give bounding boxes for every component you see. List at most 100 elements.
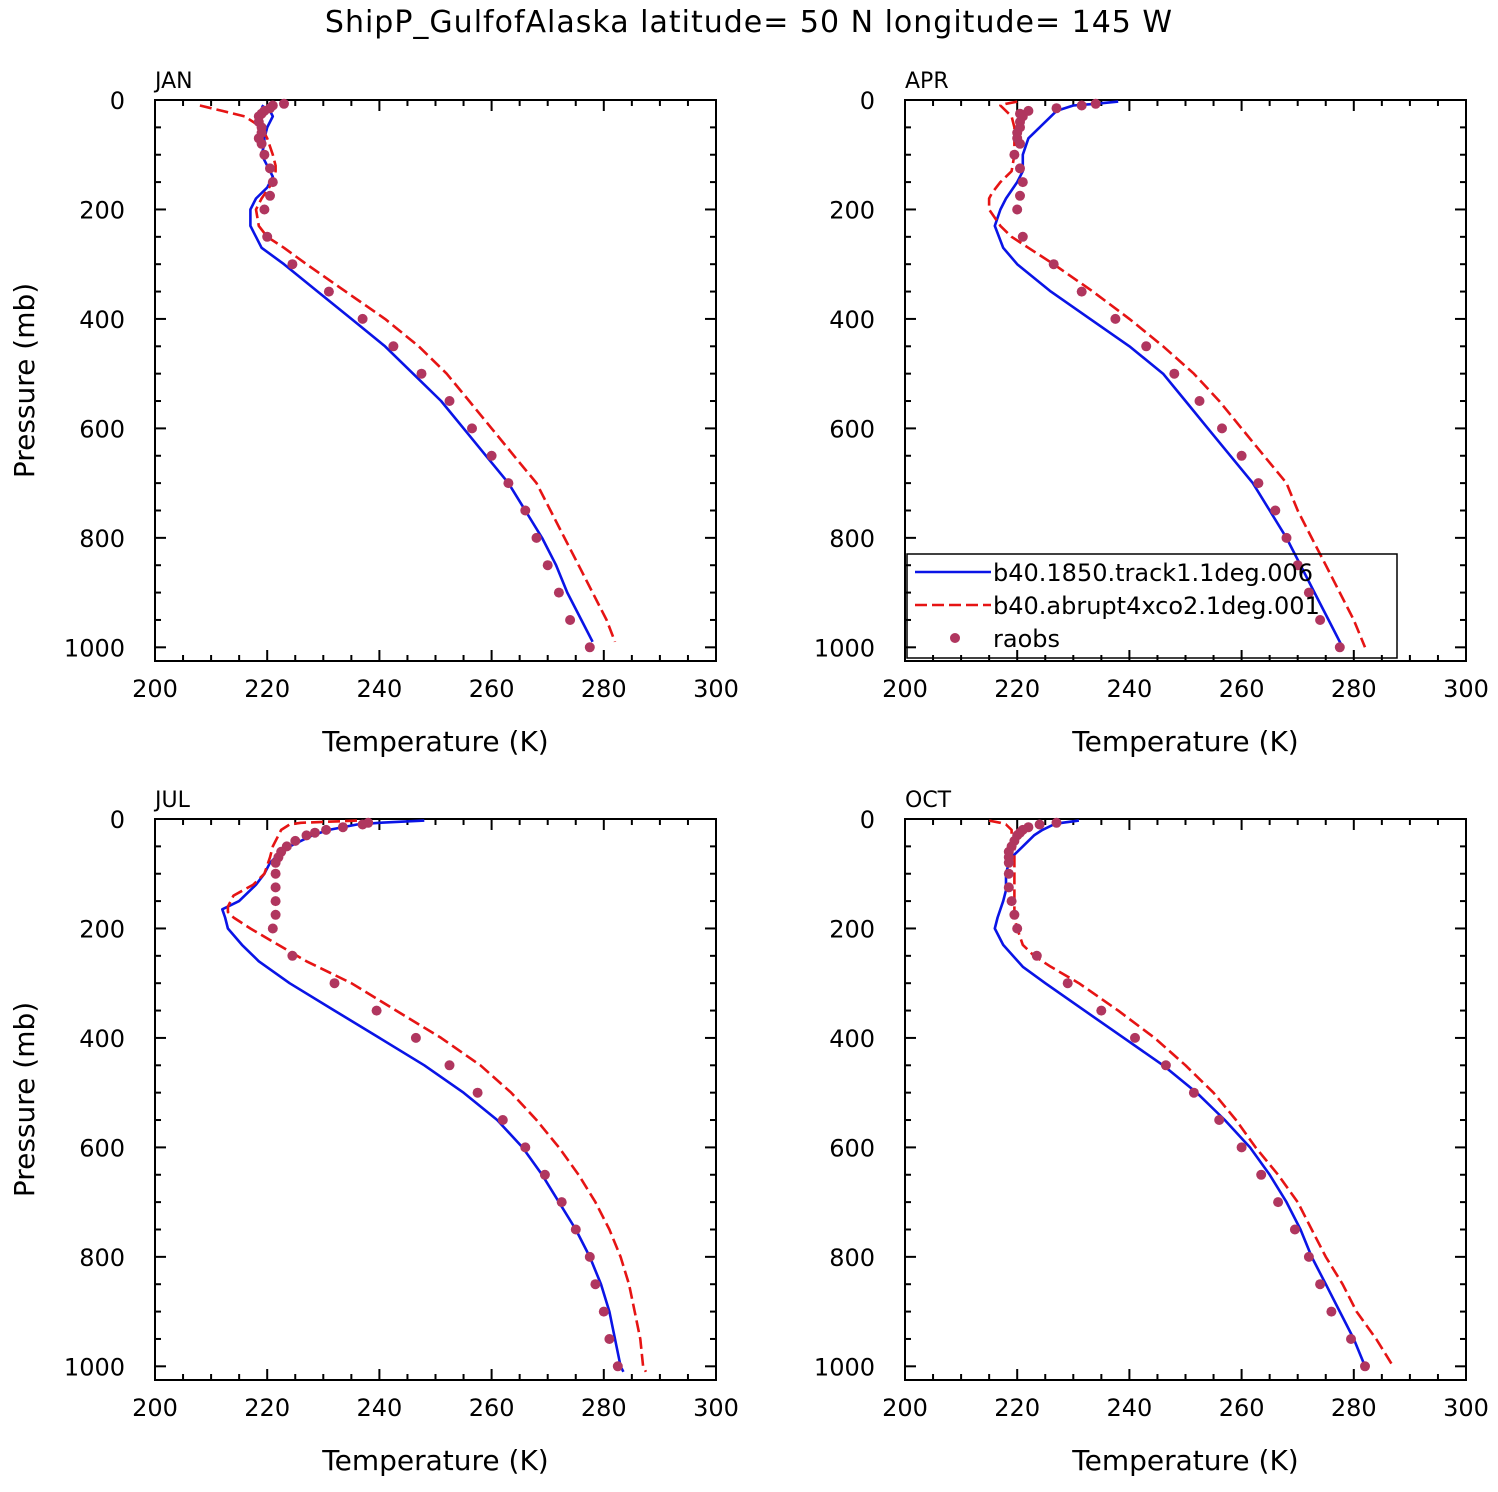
- raob-point-oct: [1051, 817, 1062, 828]
- y-tick-label: 1000: [814, 634, 875, 662]
- raob-point-apr: [1303, 587, 1314, 598]
- raob-point-apr: [1141, 341, 1152, 352]
- x-axis-label-apr: Temperature (K): [1071, 725, 1298, 758]
- x-tick-label: 260: [469, 675, 515, 703]
- raob-point-jul: [270, 896, 281, 907]
- y-axis-label-jan: Pressure (mb): [8, 283, 41, 478]
- x-tick-label: 220: [244, 675, 290, 703]
- raob-point-jul: [598, 1306, 609, 1317]
- raob-point-jul: [612, 1361, 623, 1372]
- y-tick-label: 800: [79, 1244, 125, 1272]
- raob-point-jul: [301, 830, 312, 841]
- y-tick-label: 200: [79, 196, 125, 224]
- raob-point-jan: [265, 190, 275, 201]
- y-tick-label: 1000: [814, 1353, 875, 1381]
- abrupt4xco2-line-jan: [199, 104, 617, 643]
- x-tick-label: 260: [1219, 675, 1265, 703]
- raob-point-apr: [1015, 190, 1025, 201]
- raob-point-oct: [1214, 1115, 1225, 1125]
- x-tick-label: 240: [1106, 1394, 1152, 1422]
- raob-point-jul: [444, 1060, 455, 1071]
- raob-point-oct: [1003, 857, 1014, 868]
- y-tick-label: 1000: [64, 1353, 125, 1381]
- legend: b40.1850.track1.1deg.006 b40.abrupt4xco2.…: [906, 553, 1398, 659]
- x-tick-label: 260: [1219, 1394, 1265, 1422]
- raob-point-oct: [1003, 882, 1014, 893]
- raob-point-jul: [539, 1169, 550, 1180]
- y-tick-label: 600: [829, 415, 875, 443]
- raob-point-oct: [1315, 1279, 1326, 1290]
- x-tick-label: 280: [581, 675, 627, 703]
- x-tick-label: 300: [1443, 1394, 1489, 1422]
- x-tick-label: 300: [693, 1394, 739, 1422]
- figure-title: ShipP_GulfofAlaska latitude= 50 N longit…: [325, 5, 1173, 40]
- raob-point-apr: [1110, 313, 1121, 324]
- y-axis-label-jul: Pressure (mb): [8, 1002, 41, 1197]
- raob-point-oct: [1031, 950, 1042, 961]
- y-tick-label: 600: [829, 1134, 875, 1162]
- x-tick-label: 220: [994, 1394, 1040, 1422]
- raob-point-apr: [1194, 396, 1205, 406]
- raob-point-jan: [262, 231, 273, 242]
- panel-oct: OCT 200 220 240 260 280 300 0 200 400 600 800 1000 Te…: [814, 788, 1489, 1477]
- raob-point-oct: [1326, 1306, 1337, 1317]
- x-axis-label-oct: Temperature (K): [1071, 1444, 1298, 1477]
- panel-label-jul: JUL: [153, 788, 191, 813]
- raob-point-apr: [1017, 231, 1028, 242]
- raob-point-oct: [1346, 1334, 1356, 1344]
- raob-point-jul: [287, 950, 298, 961]
- y-tick-label: 600: [79, 415, 125, 443]
- y-tick-label: 0: [110, 87, 125, 115]
- raob-point-oct: [1096, 1005, 1107, 1016]
- raob-point-apr: [1009, 149, 1020, 160]
- x-tick-label: 280: [1331, 675, 1377, 703]
- raob-point-jan: [444, 396, 455, 406]
- x-tick-label: 220: [994, 675, 1040, 703]
- y-tick-label: 800: [829, 1244, 875, 1272]
- x-tick-label: 200: [132, 675, 178, 703]
- x-tick-label: 260: [469, 1394, 515, 1422]
- y-tick-label: 0: [860, 806, 875, 834]
- x-tick-label: 200: [132, 1394, 178, 1422]
- raob-point-jul: [556, 1197, 567, 1208]
- panel-label-oct: OCT: [905, 788, 952, 813]
- raob-point-jan: [388, 341, 399, 352]
- y-tick-label: 600: [79, 1134, 125, 1162]
- raob-point-jul: [584, 1251, 595, 1262]
- raob-point-jan: [486, 450, 497, 461]
- raob-point-jul: [410, 1032, 421, 1043]
- abrupt4xco2-line-jul: [226, 819, 648, 1373]
- raob-point-jan: [259, 204, 270, 215]
- raob-point-jul: [270, 882, 281, 893]
- panel-jul: JUL 200 220 240 260 280 300 0 200 400 600 800 1000 Te…: [8, 788, 739, 1477]
- raob-point-jan: [553, 587, 564, 598]
- raob-point-apr: [1015, 138, 1025, 149]
- raob-point-apr: [1015, 163, 1025, 174]
- raob-point-jul: [497, 1115, 508, 1125]
- raob-point-oct: [1236, 1142, 1247, 1153]
- raob-point-apr: [1076, 100, 1087, 111]
- raob-point-jul: [270, 857, 281, 868]
- y-tick-label: 400: [79, 306, 125, 334]
- x-tick-label: 300: [693, 675, 739, 703]
- y-tick-label: 200: [829, 196, 875, 224]
- legend-label: raobs: [993, 625, 1060, 653]
- raob-point-apr: [1253, 478, 1264, 489]
- raob-point-jan: [279, 98, 289, 109]
- raob-point-jan: [503, 478, 514, 489]
- y-tick-label: 800: [79, 525, 125, 553]
- raob-point-jan: [287, 259, 298, 270]
- abrupt4xco2-line-apr: [987, 100, 1367, 648]
- raob-point-jan: [531, 532, 542, 543]
- raob-point-jul: [290, 835, 301, 846]
- raob-point-apr: [1315, 615, 1326, 625]
- raob-point-jan: [467, 423, 477, 434]
- raob-point-oct: [1130, 1032, 1140, 1043]
- raob-point-apr: [1017, 177, 1028, 188]
- raob-point-jul: [321, 824, 332, 835]
- x-tick-label: 220: [244, 1394, 290, 1422]
- raob-point-jan: [259, 149, 270, 160]
- legend-label: b40.abrupt4xco2.1deg.001: [993, 592, 1320, 620]
- panel-apr: APR 200 220 240 260 280 300 0 200 400 600 800 1000 Te…: [814, 69, 1489, 758]
- raob-point-jan: [323, 286, 334, 297]
